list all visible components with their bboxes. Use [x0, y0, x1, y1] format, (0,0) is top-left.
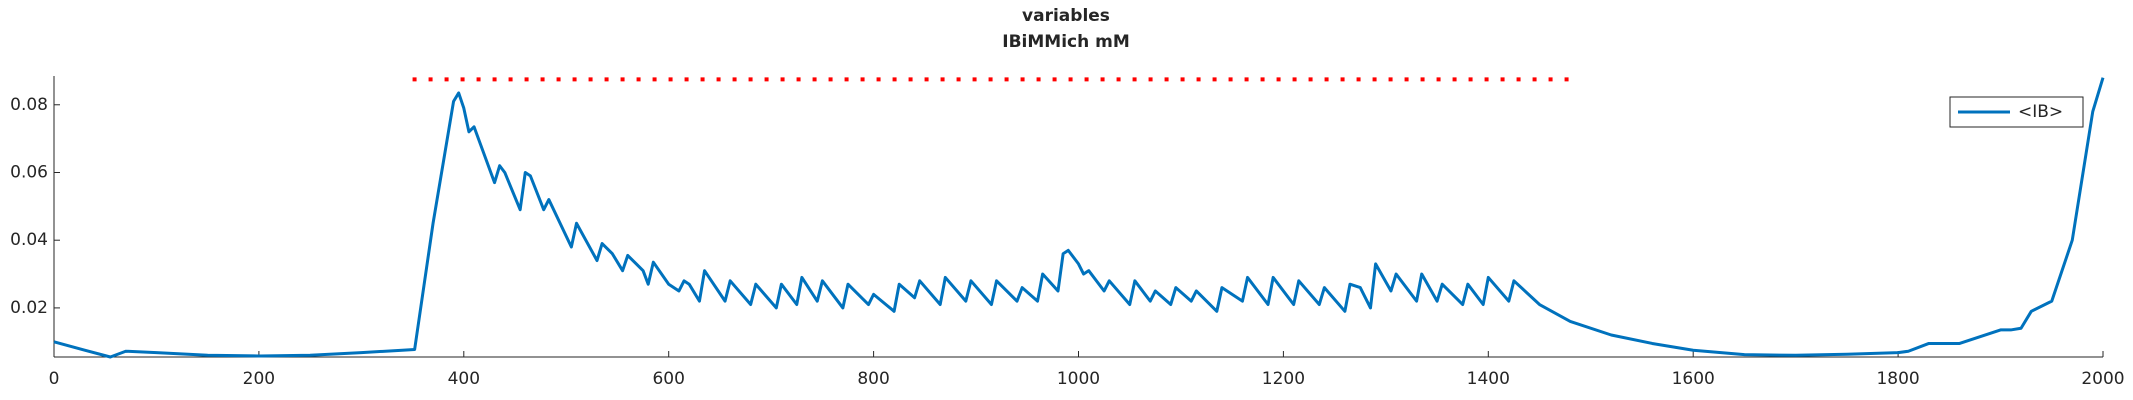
series-line — [53, 77, 2105, 359]
x-tick-label: 1800 — [1876, 369, 1919, 389]
x-tick-label: 1000 — [1057, 369, 1100, 389]
y-tick-label: 0.08 — [10, 95, 48, 115]
y-tick-label: 0.04 — [10, 230, 48, 250]
x-tick-label: 200 — [243, 369, 275, 389]
x-tick-label: 1600 — [1672, 369, 1715, 389]
x-tick-label: 2000 — [2081, 369, 2124, 389]
x-tick-label: 400 — [448, 369, 480, 389]
x-tick-label: 800 — [857, 369, 889, 389]
y-tick-label: 0.02 — [10, 298, 48, 318]
chart-title: variables — [1022, 6, 1110, 26]
y-tick-label: 0.06 — [10, 162, 48, 182]
x-tick-label: 1200 — [1262, 369, 1305, 389]
x-tick-label: 600 — [652, 369, 684, 389]
x-tick-label: 1400 — [1467, 369, 1510, 389]
chart-subtitle: IBiMMich mM — [1002, 32, 1130, 52]
x-tick-label: 0 — [49, 369, 60, 389]
legend-label: <IB> — [2018, 102, 2063, 122]
